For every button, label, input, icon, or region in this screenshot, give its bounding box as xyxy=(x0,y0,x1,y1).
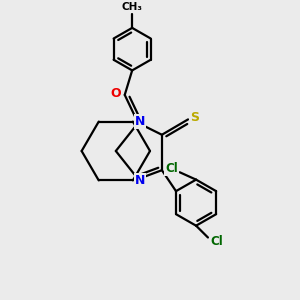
Text: Cl: Cl xyxy=(210,236,223,248)
Text: CH₃: CH₃ xyxy=(122,2,143,12)
Text: Cl: Cl xyxy=(165,162,178,175)
Text: N: N xyxy=(135,115,145,128)
Text: S: S xyxy=(190,110,199,124)
Text: O: O xyxy=(110,87,121,100)
Text: N: N xyxy=(135,174,145,187)
